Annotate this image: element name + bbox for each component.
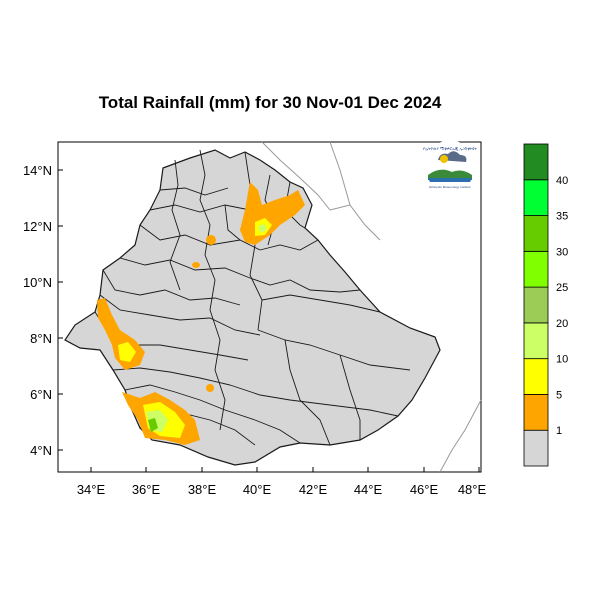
logo-text-top: የኢትዮጵያ ሚቲዎሮሎጂ ኢንስቲትዩት: [423, 146, 477, 151]
rain-patch-northeast-peak: [258, 224, 267, 233]
lat-label: 8°N: [30, 331, 52, 346]
logo-water-icon: [428, 178, 472, 182]
logo-sun-icon: [440, 155, 448, 163]
legend-label: 5: [556, 389, 562, 401]
legend-swatch: [523, 429, 549, 467]
legend-swatch: [523, 394, 549, 431]
legend-label: 25: [556, 282, 568, 294]
lon-label: 36°E: [132, 482, 161, 497]
rainfall-shading: [97, 182, 305, 445]
legend-swatch: [523, 322, 549, 360]
legend-label: 35: [556, 211, 568, 223]
lon-label: 40°E: [243, 482, 272, 497]
rain-patch-southwest-peak: [148, 418, 158, 432]
rain-patch-north-small: [206, 235, 216, 245]
lon-label: 34°E: [77, 482, 106, 497]
legend-colorbar: [523, 143, 549, 467]
rain-patch-west-core: [118, 342, 136, 362]
lon-axis: [90, 467, 480, 472]
lat-label: 4°N: [30, 443, 52, 458]
legend-label: 10: [556, 354, 568, 366]
rain-patch-south-small: [206, 384, 214, 392]
institute-logo: የኢትዮጵያ ሚቲዎሮሎጂ ኢንስቲትዩት Ethiopian Meteorol…: [423, 140, 477, 194]
legend-swatch: [523, 358, 549, 395]
lat-label: 14°N: [23, 163, 52, 178]
legend-swatch: [523, 143, 549, 181]
legend-labels: 1 5 10 20 25 30 35 40: [556, 175, 568, 437]
lon-label: 46°E: [410, 482, 439, 497]
logo-land-icon: [428, 169, 472, 180]
lon-label: 42°E: [299, 482, 328, 497]
legend-swatch: [523, 215, 549, 252]
lat-axis: [58, 169, 63, 451]
lon-label: 44°E: [354, 482, 383, 497]
legend-swatch: [523, 179, 549, 216]
lat-label: 6°N: [30, 387, 52, 402]
lon-label: 48°E: [458, 482, 487, 497]
legend-label: 1: [556, 425, 562, 437]
neighbor-boundaries: [261, 141, 482, 473]
lat-label: 10°N: [23, 275, 52, 290]
admin-boundaries: [94, 149, 411, 446]
legend-swatch: [523, 250, 549, 288]
legend-label: 40: [556, 175, 568, 187]
legend-swatch: [523, 286, 549, 324]
rain-patch-central-small: [192, 262, 200, 268]
logo-text-bottom: Ethiopian Meteorology Institute: [429, 185, 471, 189]
lon-label: 38°E: [188, 482, 217, 497]
map-title: Total Rainfall (mm) for 30 Nov-01 Dec 20…: [98, 93, 442, 112]
legend-label: 20: [556, 318, 568, 330]
legend-label: 30: [556, 246, 568, 258]
lat-label: 12°N: [23, 219, 52, 234]
